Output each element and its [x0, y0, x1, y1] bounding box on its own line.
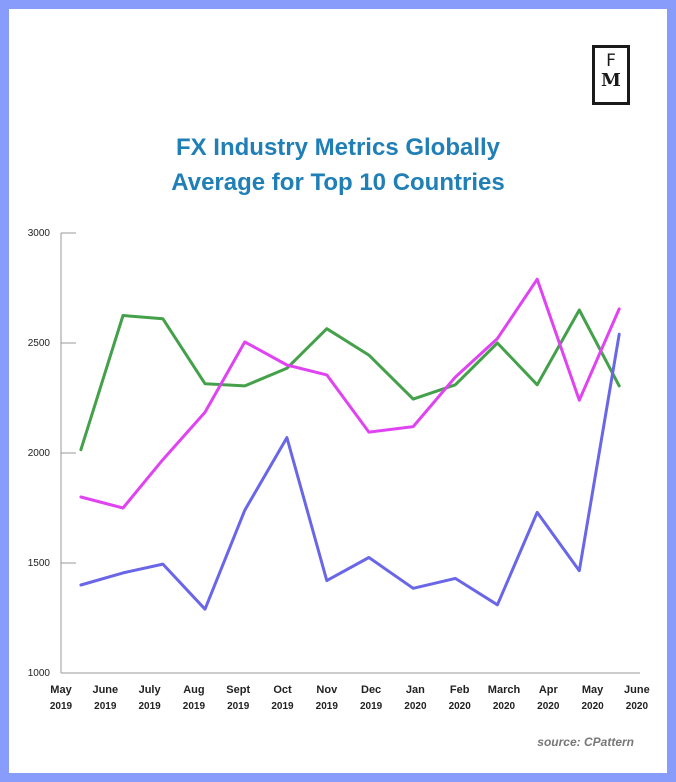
x-tick-label-year: 2020 [537, 701, 560, 712]
x-tick-label-year: 2019 [227, 701, 250, 712]
chart-title: FX Industry Metrics Globally Average for… [0, 130, 676, 200]
brand-logo: F M [592, 45, 630, 105]
x-tick-label-year: 2019 [316, 701, 339, 712]
x-tick-label-month: Apr [539, 684, 559, 696]
x-tick-label-year: 2019 [94, 701, 117, 712]
series-line-3 [79, 332, 621, 611]
x-tick-label-year: 2020 [449, 701, 472, 712]
x-tick-label-month: Feb [450, 684, 470, 696]
y-tick-label: 2500 [28, 338, 51, 349]
x-tick-label-month: Sept [226, 684, 250, 696]
x-tick-label-month: Nov [316, 684, 338, 696]
y-tick-label: 3000 [28, 228, 51, 239]
x-tick-label-year: 2019 [138, 701, 161, 712]
x-tick-label-month: May [50, 684, 72, 696]
chart-title-line-2: Average for Top 10 Countries [171, 169, 505, 196]
x-tick-label-year: 2020 [581, 701, 604, 712]
source-note: source: CPattern [537, 735, 634, 749]
y-tick-label: 1500 [28, 558, 51, 569]
y-tick-label: 1000 [28, 668, 51, 679]
x-tick-label-year: 2020 [493, 701, 516, 712]
x-tick-label-month: Jan [406, 684, 425, 696]
x-tick-label-month: Oct [273, 684, 292, 696]
x-tick-label-year: 2019 [360, 701, 383, 712]
logo-letter-f: F [606, 51, 616, 71]
chart-title-line-1: FX Industry Metrics Globally [175, 134, 501, 161]
x-tick-label-year: 2020 [626, 701, 649, 712]
x-tick-label-year: 2020 [404, 701, 427, 712]
series-line-1 [79, 308, 621, 452]
x-tick-label-month: May [582, 684, 604, 696]
x-tick-label-month: Aug [183, 684, 204, 696]
x-tick-label-month: June [624, 684, 650, 696]
x-tick-label-year: 2019 [50, 701, 73, 712]
x-tick-label-year: 2019 [271, 701, 294, 712]
series-line-2 [79, 277, 621, 510]
x-tick-label-month: March [488, 684, 521, 696]
x-tick-label-month: June [92, 684, 118, 696]
logo-letter-m: M [601, 70, 621, 91]
x-tick-label-month: Dec [361, 684, 381, 696]
x-tick-label-year: 2019 [183, 701, 206, 712]
y-tick-label: 2000 [28, 448, 51, 459]
x-tick-label-month: July [139, 684, 162, 696]
